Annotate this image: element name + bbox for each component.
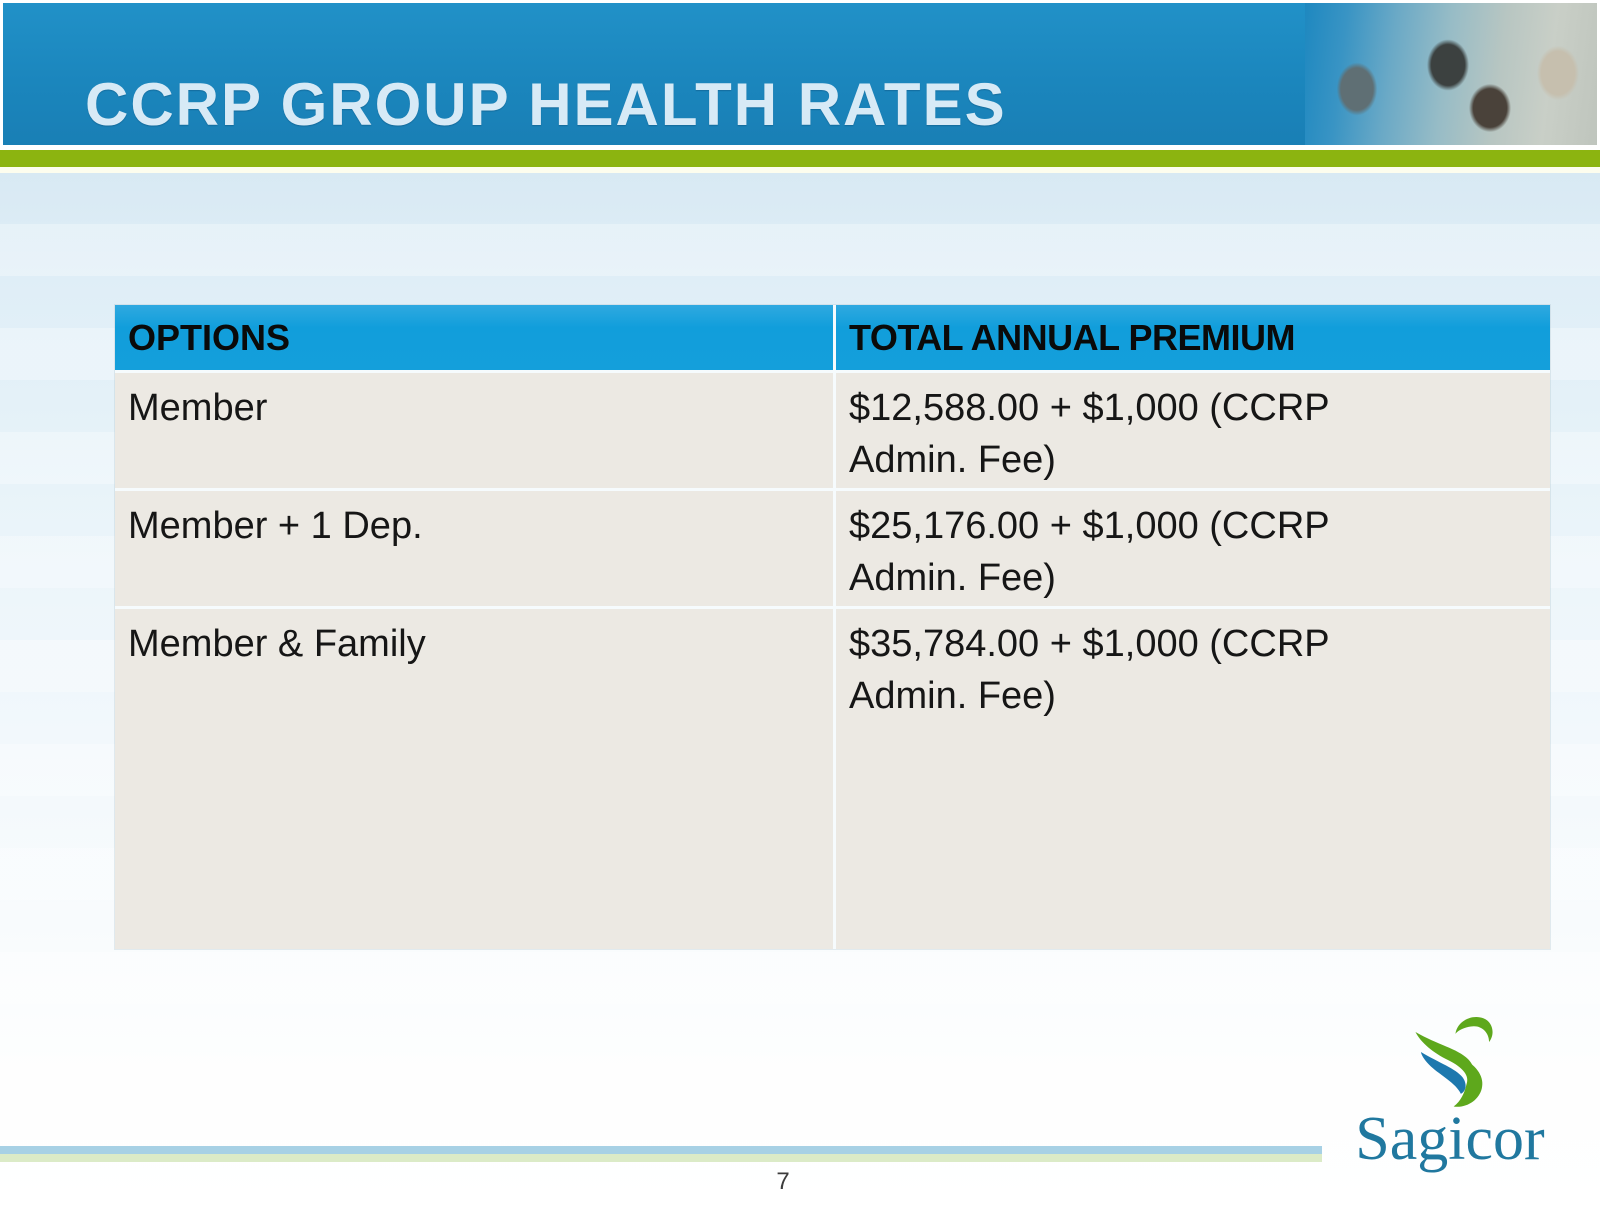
column-header-options: OPTIONS bbox=[115, 305, 833, 370]
rates-table: OPTIONS TOTAL ANNUAL PREMIUM Member $12,… bbox=[115, 305, 1550, 949]
green-divider bbox=[0, 150, 1600, 167]
sagicor-wordmark: Sagicor bbox=[1355, 1105, 1545, 1173]
premium-line: Admin. Fee) bbox=[849, 675, 1056, 717]
footer-divider bbox=[0, 1146, 1322, 1162]
premium-line: $12,588.00 + $1,000 (CCRP bbox=[849, 387, 1330, 429]
column-header-premium: TOTAL ANNUAL PREMIUM bbox=[836, 305, 1550, 370]
option-cell: Member bbox=[115, 373, 833, 488]
cream-divider bbox=[0, 167, 1600, 173]
footer-line-green bbox=[0, 1154, 1322, 1162]
premium-line: Admin. Fee) bbox=[849, 439, 1056, 481]
option-cell: Member + 1 Dep. bbox=[115, 491, 833, 606]
title-bar: CCRP GROUP HEALTH RATES bbox=[3, 3, 1597, 145]
premium-line: Admin. Fee) bbox=[849, 557, 1056, 599]
option-label: Member + 1 Dep. bbox=[128, 505, 423, 547]
option-label: Member & Family bbox=[128, 623, 426, 665]
premium-cell: $35,784.00 + $1,000 (CCRP Admin. Fee) bbox=[836, 609, 1550, 949]
page-title: CCRP GROUP HEALTH RATES bbox=[85, 71, 1007, 138]
premium-line: $25,176.00 + $1,000 (CCRP bbox=[849, 505, 1330, 547]
premium-cell: $25,176.00 + $1,000 (CCRP Admin. Fee) bbox=[836, 491, 1550, 606]
sagicor-emblem-icon bbox=[1415, 1017, 1493, 1107]
premium-line: $35,784.00 + $1,000 (CCRP bbox=[849, 623, 1330, 665]
option-label: Member bbox=[128, 387, 268, 429]
footer-line-blue bbox=[0, 1146, 1322, 1154]
page-number: 7 bbox=[776, 1168, 790, 1195]
sagicor-logo: Sagicor bbox=[1325, 1012, 1575, 1170]
premium-cell: $12,588.00 + $1,000 (CCRP Admin. Fee) bbox=[836, 373, 1550, 488]
option-cell: Member & Family bbox=[115, 609, 833, 949]
children-photo bbox=[1305, 3, 1597, 145]
